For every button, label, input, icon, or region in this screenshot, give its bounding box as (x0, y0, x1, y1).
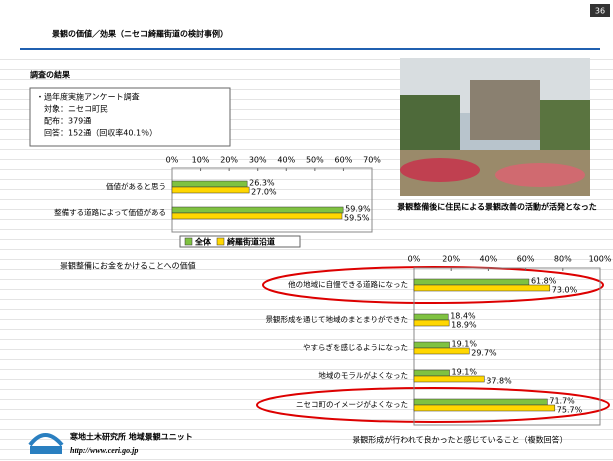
survey-line: 対象：ニセコ町民 (44, 104, 108, 114)
footer-url: http://www.ceri.go.jp (70, 446, 138, 455)
category-label: 整備する道路によって価値がある (16, 203, 166, 223)
legend-swatch (217, 238, 224, 245)
category-label: 価値があると思う (16, 177, 166, 197)
bar (414, 376, 484, 382)
slide: 36 景観の価値／効果（ニセコ綺羅街道の検討事例） 調査の結果 ・過年度実施アン… (0, 0, 613, 461)
survey-line: 配布：379通 (44, 116, 91, 126)
x-tick-label: 80% (554, 255, 572, 264)
x-tick-label: 50% (306, 156, 324, 165)
value-label: 59.5% (344, 214, 370, 223)
x-tick-label: 20% (220, 156, 238, 165)
value-label: 29.7% (471, 349, 497, 358)
legend-label: 綺羅街道沿道 (227, 237, 275, 247)
chart-caption: 景観整備にお金をかけることへの価値 (60, 261, 196, 271)
category-label: ニセコ町のイメージがよくなった (258, 395, 408, 415)
bar (172, 213, 342, 219)
value-label: 73.0% (552, 286, 578, 295)
title-bar (0, 0, 613, 50)
bar (414, 320, 449, 326)
value-label: 18.9% (451, 321, 477, 330)
value-label: 71.7% (549, 397, 575, 406)
bar (414, 285, 550, 291)
legend-swatch (185, 238, 192, 245)
value-label: 27.0% (251, 188, 277, 197)
bar (414, 348, 469, 354)
value-label: 18.4% (450, 312, 476, 321)
canvas: 36 景観の価値／効果（ニセコ綺羅街道の検討事例） 調査の結果 ・過年度実施アン… (0, 0, 613, 461)
category-label: 他の地域に自慢できる道路になった (258, 275, 408, 295)
bar (414, 399, 547, 405)
bar (414, 342, 450, 348)
value-label: 19.1% (452, 340, 478, 349)
survey-line: ・過年度実施アンケート調査 (36, 92, 140, 102)
photo-caption: 景観整備後に住民による景観改善の活動が活発となった (397, 202, 597, 212)
chart-caption: 景観形成が行われて良かったと感じていること（複数回答） (352, 435, 567, 445)
value-label: 19.1% (452, 368, 478, 377)
survey-line: 回答：152通（回収率40.1％） (44, 128, 157, 138)
x-tick-label: 0% (166, 156, 179, 165)
bar (172, 187, 249, 193)
x-tick-label: 60% (517, 255, 535, 264)
x-tick-label: 0% (408, 255, 421, 264)
category-label: 景観形成を通じて地域のまとまりができた (258, 310, 408, 330)
legend-label: 全体 (194, 237, 212, 247)
bar (172, 207, 343, 213)
category-label: 地域のモラルがよくなった (258, 366, 408, 386)
value-label: 59.9% (345, 205, 371, 214)
x-tick-label: 40% (277, 156, 295, 165)
photo (400, 58, 590, 196)
bar (414, 314, 448, 320)
value-label: 37.8% (486, 377, 512, 386)
slide-title: 景観の価値／効果（ニセコ綺羅街道の検討事例） (52, 29, 228, 39)
x-tick-label: 30% (249, 156, 267, 165)
bar (172, 181, 247, 187)
page-number: 36 (595, 7, 605, 16)
x-tick-label: 20% (442, 255, 460, 264)
x-tick-label: 70% (363, 156, 381, 165)
x-tick-label: 60% (335, 156, 353, 165)
value-label: 61.8% (531, 277, 557, 286)
logo (30, 435, 62, 454)
bar (414, 405, 555, 411)
x-tick-label: 10% (192, 156, 210, 165)
footer-org: 寒地土木研究所 地域景観ユニット (69, 432, 193, 442)
survey-heading: 調査の結果 (30, 70, 70, 80)
category-label: やすらぎを感じるようになった (258, 338, 408, 358)
x-tick-label: 100% (589, 255, 612, 264)
value-label: 26.3% (249, 179, 275, 188)
value-label: 75.7% (557, 406, 583, 415)
x-tick-label: 40% (480, 255, 498, 264)
bar (414, 370, 450, 376)
bar (414, 279, 529, 285)
